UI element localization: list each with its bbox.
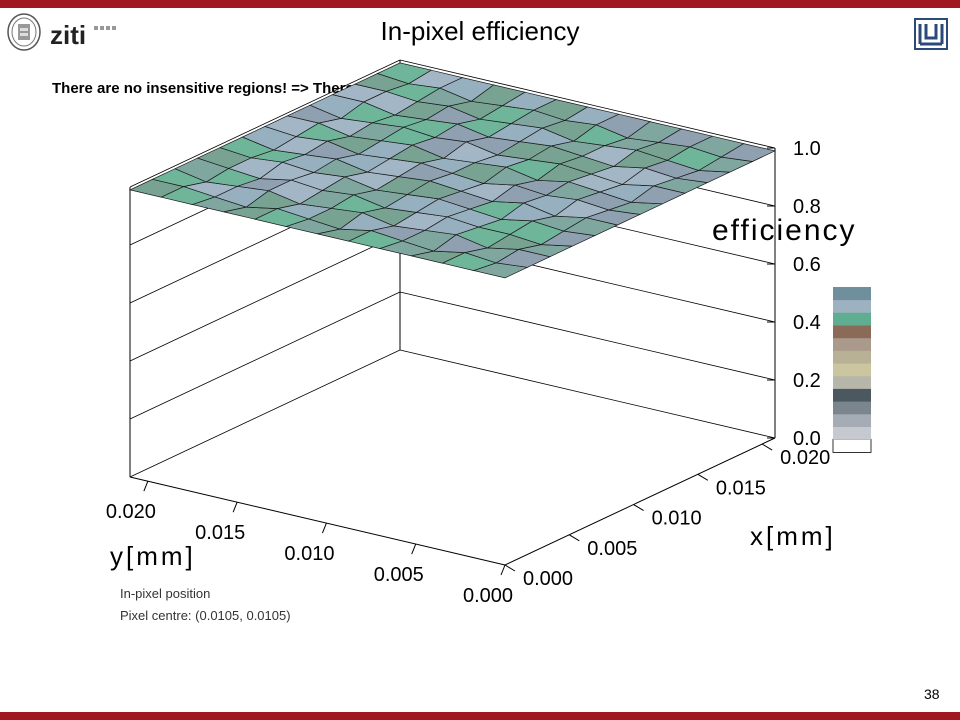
- z-axis-tick-label: 0.4: [793, 312, 821, 334]
- z-axis-tick-label: 0.2: [793, 370, 821, 392]
- university-seal-icon: [7, 13, 41, 51]
- y-axis-tick-label: 0.010: [284, 543, 334, 565]
- x-axis-tick-label: 0.000: [523, 568, 573, 590]
- base-edge-y: [129, 476, 506, 566]
- palette-swatch: [833, 299, 871, 313]
- z-axis-tick-label: 0.8: [793, 196, 821, 218]
- surface-cell: [720, 143, 777, 162]
- palette-swatch: [833, 312, 871, 326]
- bottom-accent-bar: [0, 712, 960, 720]
- y-axis-tick-mark: [411, 543, 417, 555]
- palette-swatch: [833, 426, 871, 440]
- svg-text:ziti: ziti: [50, 20, 86, 50]
- x-axis-tick-mark: [569, 534, 580, 542]
- note-in-pixel-position: In-pixel position: [120, 586, 211, 601]
- x-axis-tick-mark: [633, 504, 644, 511]
- top-accent-bar: [0, 0, 960, 8]
- y-axis-tick-mark: [321, 522, 327, 534]
- palette-swatch: [833, 401, 871, 415]
- palette-swatch: [832, 438, 872, 453]
- side-wall-gridline-0: [399, 349, 776, 439]
- x-axis-tick-label: 0.015: [716, 477, 766, 499]
- side-wall-gridline-1: [399, 291, 776, 381]
- y-axis-tick-label: 0.015: [195, 522, 245, 544]
- back-wall-gridline-2: [129, 233, 401, 362]
- x-axis-tick-mark: [697, 473, 709, 481]
- palette-swatch: [833, 325, 871, 339]
- z-axis-tick-label: 0.0: [793, 428, 821, 450]
- x-axis-tick-mark: [504, 564, 516, 572]
- ziti-logo-icon: ziti: [50, 20, 116, 50]
- x-axis-tick-label: 0.010: [652, 508, 702, 530]
- palette-swatch: [833, 350, 871, 364]
- back-wall-gridline-0: [129, 349, 401, 478]
- palette-swatch: [833, 363, 871, 377]
- institute-logo-icon: [914, 18, 948, 50]
- back-wall-gridline-5: [129, 59, 401, 188]
- z-axis-tick-label: 1.0: [793, 138, 821, 160]
- y-axis-tick-label: 0.005: [374, 564, 424, 586]
- y-axis-tick-label: 0.020: [106, 501, 156, 523]
- palette-swatch: [833, 287, 871, 301]
- base-edge-x: [504, 437, 776, 566]
- side-wall-gridline-5: [399, 59, 776, 149]
- z-axis-tick-label: 0.6: [793, 254, 821, 276]
- page-number: 38: [924, 686, 940, 702]
- x-axis-tick-label: 0.020: [780, 447, 830, 469]
- y-axis-label: y[mm]: [110, 541, 196, 571]
- y-axis-tick-mark: [232, 501, 238, 513]
- y-axis-tick-label: 0.000: [463, 585, 513, 607]
- palette-swatch: [833, 337, 871, 351]
- x-axis-label: x[mm]: [750, 521, 836, 551]
- palette-swatch: [833, 388, 871, 402]
- x-axis-tick-label: 0.005: [587, 538, 637, 560]
- back-wall-gridline-1: [129, 291, 401, 420]
- palette-swatch: [833, 375, 871, 389]
- y-axis-tick-mark: [143, 481, 149, 492]
- note-pixel-centre: Pixel centre: (0.0105, 0.0105): [120, 608, 291, 623]
- y-axis-tick-mark: [500, 564, 506, 576]
- chart-title: efficiency: [712, 214, 857, 247]
- palette-swatch: [833, 413, 871, 427]
- x-axis-tick-mark: [761, 443, 773, 451]
- slide-title: In-pixel efficiency: [380, 16, 580, 46]
